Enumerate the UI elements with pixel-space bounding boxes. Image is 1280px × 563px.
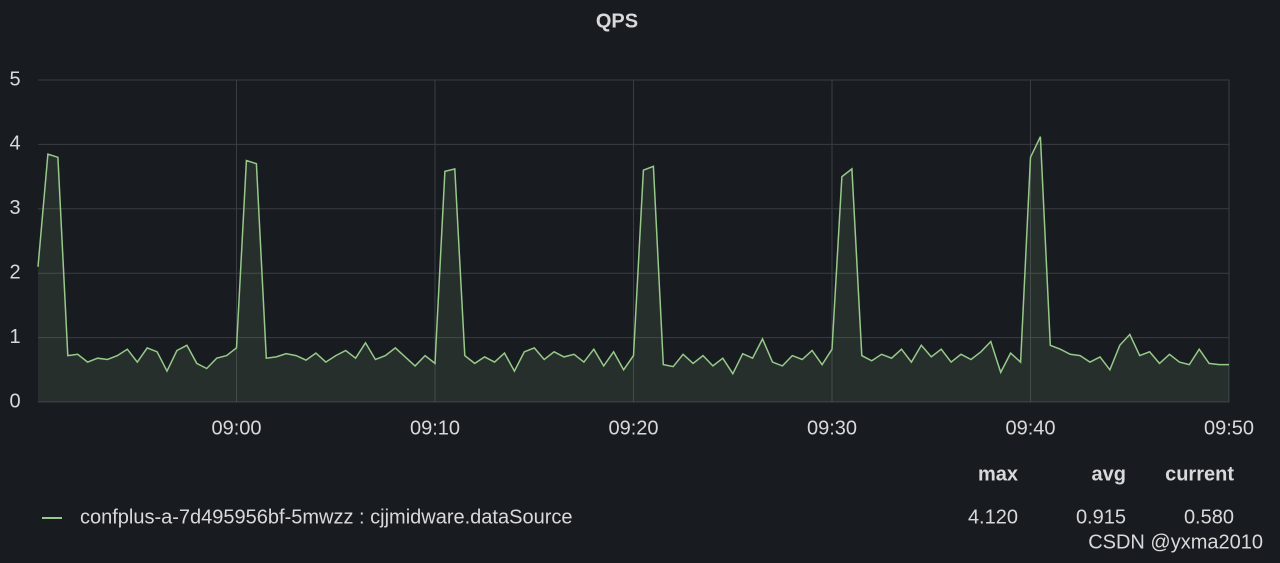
x-tick-label: 09:50 [1204,417,1254,439]
y-tick-label: 4 [9,133,20,155]
legend-header: avg [1092,463,1126,485]
chart-title: QPS [596,10,638,32]
y-tick-label: 0 [9,390,20,412]
x-tick-label: 09:30 [807,417,857,439]
legend-header: max [978,463,1018,485]
legend-stat: 0.915 [1076,506,1126,528]
legend-header: current [1165,463,1234,485]
y-tick-label: 1 [9,326,20,348]
y-tick-label: 3 [9,197,20,219]
legend-stat: 0.580 [1184,506,1234,528]
y-tick-label: 5 [9,68,20,90]
x-tick-label: 09:00 [211,417,261,439]
x-tick-label: 09:20 [608,417,658,439]
legend-label: confplus-a-7d495956bf-5mwzz : cjjmidware… [80,506,572,528]
legend-stat: 4.120 [968,506,1018,528]
area [38,136,1229,402]
x-tick-label: 09:10 [410,417,460,439]
line [37,136,1229,376]
x-tick-label: 09:40 [1005,417,1055,439]
watermark: CSDN @yxma2010 [1088,531,1263,553]
y-tick-label: 2 [9,261,20,283]
